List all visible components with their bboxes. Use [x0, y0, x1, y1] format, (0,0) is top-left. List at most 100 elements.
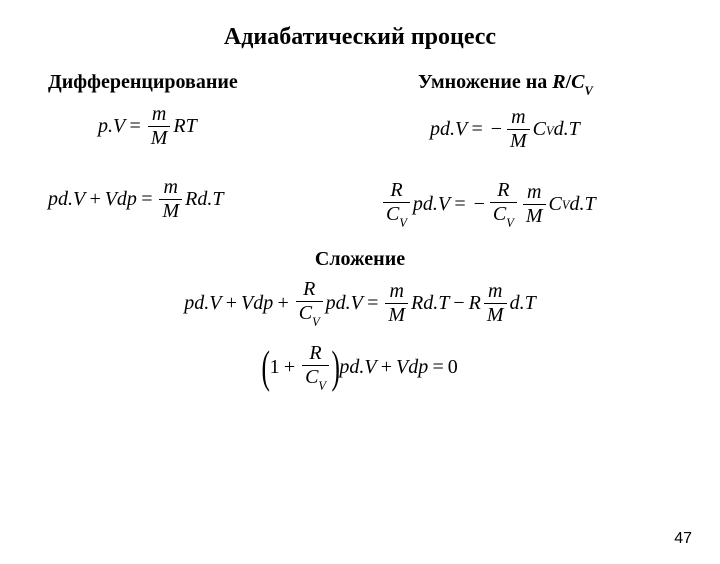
r1-minus: −	[491, 118, 502, 141]
s-eq: =	[366, 292, 380, 315]
s-C: C	[299, 302, 312, 324]
r2-frac-RCv: R CV	[383, 180, 410, 228]
sym-plus: +	[88, 188, 102, 211]
f-plus: +	[283, 356, 297, 379]
s-frac-RCv: R CV	[296, 279, 323, 327]
den-M2: M	[159, 199, 182, 222]
r1-d: d	[554, 118, 564, 141]
r1-V: V	[455, 118, 467, 141]
page-title: Адиабатический процесс	[0, 24, 720, 51]
right-title-C: C	[571, 71, 584, 93]
right-title-Vsub: V	[585, 84, 593, 98]
r2-Cv2: CV	[490, 202, 517, 228]
columns-container: Дифференцирование p . V = m M R T pd . V…	[0, 71, 720, 242]
equation-final: ( 1 + R CV ) pd . V + Vdp = 0	[0, 343, 720, 391]
s-plus1: +	[225, 292, 239, 315]
num-m: m	[149, 104, 169, 126]
s-plus2: +	[276, 292, 290, 315]
r2-Cvsub2: V	[506, 216, 514, 230]
r1-C: C	[533, 118, 546, 141]
s-T2: T	[525, 292, 536, 315]
s-m2: m	[485, 281, 505, 303]
f-plus2: +	[380, 356, 394, 379]
left-column: Дифференцирование p . V = m M R T pd . V…	[48, 71, 360, 242]
s-d: d	[510, 292, 520, 315]
r1-eq: =	[470, 118, 484, 141]
page-number: 47	[674, 530, 692, 548]
f-frac-RCv: R CV	[302, 343, 329, 391]
s-minus: −	[453, 292, 464, 315]
equation-differentiated: pd . V + Vdp = m M Rd . T	[48, 177, 360, 222]
frac-m-M-2: m M	[159, 177, 182, 222]
left-column-title: Дифференцирование	[48, 71, 360, 94]
right-title-prefix: Умножение на	[418, 71, 552, 93]
s-M: M	[385, 303, 408, 326]
r2-R2: R	[494, 180, 512, 202]
sym-R: R	[173, 115, 185, 138]
f-one: 1	[270, 356, 280, 379]
r2-minus: −	[474, 193, 485, 216]
sym-eq2: =	[140, 188, 154, 211]
r2-Cvsub: V	[399, 216, 407, 230]
f-V: V	[364, 356, 376, 379]
sym-p: p	[98, 115, 108, 138]
f-pd: pd	[339, 356, 359, 379]
r2-d: d	[569, 193, 579, 216]
sym-T2: T	[212, 188, 223, 211]
r1-Cvsub: V	[546, 124, 554, 139]
equation-adiabatic-2: R CV pd . V = − R CV m M CV d . T	[380, 180, 672, 228]
r2-C: C	[386, 203, 399, 225]
s-V: V	[209, 292, 221, 315]
f-eq: =	[431, 356, 445, 379]
r2-C2: C	[493, 203, 506, 225]
r2-eq: =	[453, 193, 467, 216]
s-M2: M	[484, 303, 507, 326]
f-Cvsub: V	[318, 379, 326, 393]
left-paren-icon: (	[262, 349, 270, 386]
right-title-R: R	[552, 71, 565, 93]
sym-V: V	[113, 115, 125, 138]
equation-adiabatic-1: pd . V = − m M CV d . T	[430, 107, 672, 152]
r1-frac: m M	[507, 107, 530, 152]
s-R: R	[300, 279, 318, 301]
sym-eq: =	[128, 115, 142, 138]
f-Vdp: Vdp	[396, 356, 428, 379]
sym-T: T	[186, 115, 197, 138]
r2-frac-RCv2: R CV	[490, 180, 517, 228]
equation-ideal-gas: p . V = m M R T	[98, 104, 360, 149]
sym-pd: pd	[48, 188, 68, 211]
sym-V2: V	[73, 188, 85, 211]
s-Cv: CV	[296, 301, 323, 327]
s-Vdp: Vdp	[241, 292, 273, 315]
r1-pd: pd	[430, 118, 450, 141]
s-frac-mM2: m M	[484, 281, 507, 326]
sym-Vdp: Vdp	[105, 188, 137, 211]
r1-m: m	[508, 107, 528, 129]
num-m2: m	[161, 177, 181, 199]
r2-pd: pd	[413, 193, 433, 216]
paren-group: ( 1 + R CV )	[262, 343, 339, 391]
r2-T: T	[584, 193, 595, 216]
right-paren-icon: )	[331, 349, 339, 386]
sym-Rd: Rd	[185, 188, 207, 211]
right-column: Умножение на R/CV pd . V = − m M CV d . …	[360, 71, 672, 242]
equation-sum: pd . V + Vdp + R CV pd . V = m M Rd . T …	[0, 279, 720, 327]
s-m: m	[386, 281, 406, 303]
s-V2: V	[351, 292, 363, 315]
s-frac-mM: m M	[385, 281, 408, 326]
r2-V: V	[438, 193, 450, 216]
r2-m: m	[524, 182, 544, 204]
s-T: T	[438, 292, 449, 315]
f-Cv: CV	[302, 365, 329, 391]
s-Cvsub: V	[312, 315, 320, 329]
r2-Cvsub3: V	[562, 198, 570, 213]
s-pd: pd	[184, 292, 204, 315]
den-M: M	[148, 126, 171, 149]
r1-T: T	[569, 118, 580, 141]
f-zero: 0	[448, 356, 458, 379]
f-R: R	[306, 343, 324, 365]
s-pd2: pd	[326, 292, 346, 315]
section-sum-title: Сложение	[0, 248, 720, 271]
r2-frac-mM: m M	[523, 182, 546, 227]
r2-Cv: CV	[383, 202, 410, 228]
